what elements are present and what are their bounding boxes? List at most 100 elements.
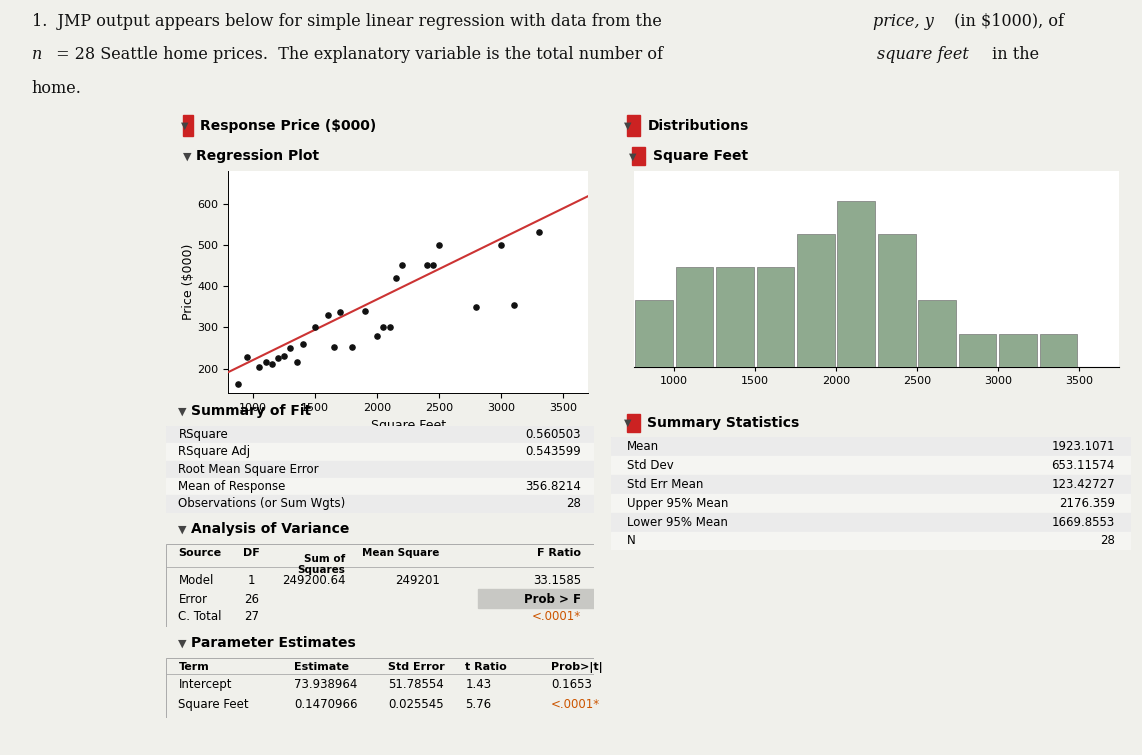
Bar	[635, 300, 673, 367]
Bar	[959, 334, 997, 367]
Text: 1.  JMP output appears below for simple linear regression with data from the: 1. JMP output appears below for simple l…	[32, 13, 667, 29]
Text: N: N	[627, 535, 635, 547]
Point	[275, 350, 293, 362]
Point	[319, 309, 337, 321]
Text: 28: 28	[1100, 535, 1115, 547]
Point	[467, 300, 485, 313]
Point	[505, 299, 523, 311]
Text: ▼: ▼	[180, 121, 188, 131]
Text: Prob>|t|: Prob>|t|	[552, 662, 603, 673]
Text: 27: 27	[243, 610, 259, 623]
Bar	[716, 267, 754, 367]
Text: ▼: ▼	[178, 638, 187, 649]
Text: DF: DF	[243, 548, 259, 558]
Text: (in $1000), of: (in $1000), of	[949, 13, 1064, 29]
Text: ▼: ▼	[624, 418, 632, 428]
Text: Square Feet: Square Feet	[178, 698, 249, 711]
Text: Square Feet: Square Feet	[652, 149, 748, 163]
FancyBboxPatch shape	[627, 414, 640, 432]
Text: Distributions: Distributions	[648, 119, 749, 133]
Bar	[1039, 334, 1077, 367]
Point	[250, 360, 268, 372]
Text: Estimate: Estimate	[295, 662, 349, 672]
Text: Analysis of Variance: Analysis of Variance	[191, 522, 349, 536]
Text: Source: Source	[178, 548, 222, 558]
Text: RSquare: RSquare	[178, 428, 228, 441]
Text: 0.025545: 0.025545	[388, 698, 444, 711]
Text: F Ratio: F Ratio	[537, 548, 581, 558]
Text: 51.78554: 51.78554	[388, 678, 444, 691]
Bar	[611, 494, 1131, 513]
Bar	[166, 478, 594, 495]
Text: square feet: square feet	[877, 46, 968, 63]
Bar	[611, 513, 1131, 532]
Text: Parameter Estimates: Parameter Estimates	[191, 636, 356, 650]
Text: 249201: 249201	[395, 575, 440, 587]
Point	[238, 351, 256, 363]
Text: Mean of Response: Mean of Response	[178, 480, 286, 493]
Text: Response Price ($000): Response Price ($000)	[200, 119, 376, 133]
Text: RSquare Adj: RSquare Adj	[178, 445, 250, 458]
Text: Std Dev: Std Dev	[627, 459, 674, 472]
Bar	[166, 461, 594, 478]
Text: 5.76: 5.76	[466, 698, 491, 711]
Point	[293, 337, 312, 350]
Point	[306, 322, 324, 334]
Text: ▼: ▼	[183, 151, 191, 162]
Point	[268, 353, 287, 365]
Text: <.0001*: <.0001*	[552, 698, 601, 711]
Y-axis label: Price ($000): Price ($000)	[182, 244, 195, 320]
Text: home.: home.	[32, 80, 81, 97]
Point	[263, 359, 281, 371]
Bar	[918, 300, 956, 367]
Text: 26: 26	[243, 593, 259, 606]
Text: price, y: price, y	[874, 13, 934, 29]
Text: 0.1470966: 0.1470966	[295, 698, 357, 711]
Bar	[166, 443, 594, 461]
Text: ▼: ▼	[629, 151, 636, 162]
Text: Summary Statistics: Summary Statistics	[648, 416, 799, 430]
Text: Error: Error	[178, 593, 208, 606]
Text: = 28 Seattle home prices.  The explanatory variable is the total number of: = 28 Seattle home prices. The explanator…	[50, 46, 668, 63]
Point	[393, 260, 411, 272]
Point	[355, 305, 373, 317]
Point	[324, 341, 343, 353]
Text: ▼: ▼	[178, 406, 187, 417]
Point	[257, 356, 275, 368]
Text: ▼: ▼	[178, 524, 187, 535]
Bar	[611, 456, 1131, 475]
Text: Observations (or Sum Wgts): Observations (or Sum Wgts)	[178, 498, 346, 510]
Text: Sum of
Squares: Sum of Squares	[298, 553, 345, 575]
Text: in the: in the	[988, 46, 1039, 63]
Text: Root Mean Square Error: Root Mean Square Error	[178, 463, 319, 476]
Text: <.0001*: <.0001*	[532, 610, 581, 623]
Point	[418, 260, 436, 272]
Point	[344, 341, 362, 353]
Text: Std Error: Std Error	[388, 662, 445, 672]
Text: Mean: Mean	[627, 440, 659, 453]
Text: 1669.8553: 1669.8553	[1052, 516, 1115, 528]
Text: C. Total: C. Total	[178, 610, 222, 623]
Text: 356.8214: 356.8214	[525, 480, 581, 493]
Text: 0.1653: 0.1653	[552, 678, 592, 691]
Text: 123.42727: 123.42727	[1052, 478, 1115, 491]
Point	[492, 239, 510, 251]
Text: Intercept: Intercept	[178, 678, 232, 691]
Text: 33.1585: 33.1585	[533, 575, 581, 587]
Text: Prob > F: Prob > F	[524, 593, 581, 606]
Text: t Ratio: t Ratio	[466, 662, 507, 672]
Text: Mean Square: Mean Square	[362, 548, 440, 558]
Point	[431, 239, 449, 251]
Bar	[611, 532, 1131, 550]
X-axis label: Square Feet: Square Feet	[371, 418, 445, 432]
Point	[281, 342, 299, 354]
Text: 28: 28	[566, 498, 581, 510]
Point	[331, 306, 349, 318]
Bar	[166, 495, 594, 513]
Text: n: n	[32, 46, 42, 63]
FancyBboxPatch shape	[627, 116, 640, 136]
Point	[230, 378, 248, 390]
Point	[288, 356, 306, 368]
Text: Summary of Fit: Summary of Fit	[191, 405, 312, 418]
Point	[387, 272, 405, 284]
